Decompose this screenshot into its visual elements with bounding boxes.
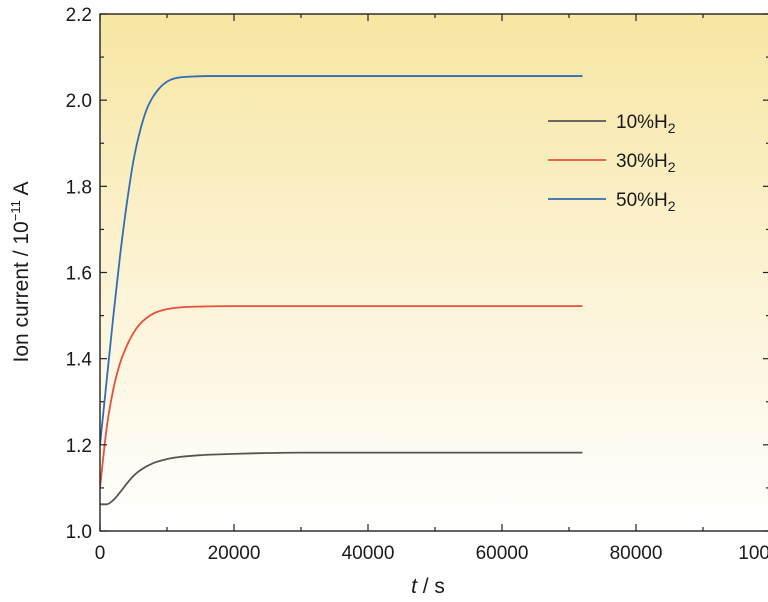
x-axis-unit: / s — [417, 575, 445, 598]
y-axis-label-unit: A — [10, 181, 33, 200]
legend-label-2: 30%H2 — [616, 151, 676, 175]
y-tick-label: 2.2 — [66, 5, 92, 26]
tick-layer: 0 20000 40000 60000 80000 100000 1.0 1.2 1.4 1.6 1… — [66, 5, 768, 564]
series-line-2 — [100, 305, 583, 489]
y-axis-label-main: Ion current / 10 — [10, 221, 33, 362]
y-axis-title: Ion current / 10−11 A — [8, 181, 33, 362]
x-axis-variable: t — [411, 575, 418, 598]
y-tick-label: 1.2 — [66, 436, 92, 457]
y-tick-label: 1.4 — [66, 350, 93, 371]
y-tick-label: 1.0 — [66, 522, 92, 543]
series-line-3 — [100, 75, 583, 445]
y-tick-label: 1.8 — [66, 177, 92, 198]
x-tick-label: 0 — [95, 543, 106, 564]
y-axis-label-exponent: −11 — [8, 200, 23, 221]
x-tick-label: 20000 — [208, 543, 261, 564]
legend-label-3: 50%H2 — [616, 190, 676, 214]
y-tick-label: 1.6 — [66, 264, 92, 285]
x-tick-label: 40000 — [342, 543, 395, 564]
legend-label-1: 10%H2 — [616, 112, 676, 136]
x-tick-label: 60000 — [476, 543, 529, 564]
legend: 10%H2 30%H2 50%H2 — [548, 112, 676, 214]
plot-background — [100, 14, 768, 531]
x-axis-title: t / s — [411, 575, 445, 598]
series-line-1 — [100, 451, 583, 506]
series-layer — [100, 75, 583, 506]
x-tick-label: 80000 — [610, 543, 663, 564]
y-tick-label: 2.0 — [66, 91, 92, 112]
x-tick-label: 100000 — [738, 543, 768, 564]
